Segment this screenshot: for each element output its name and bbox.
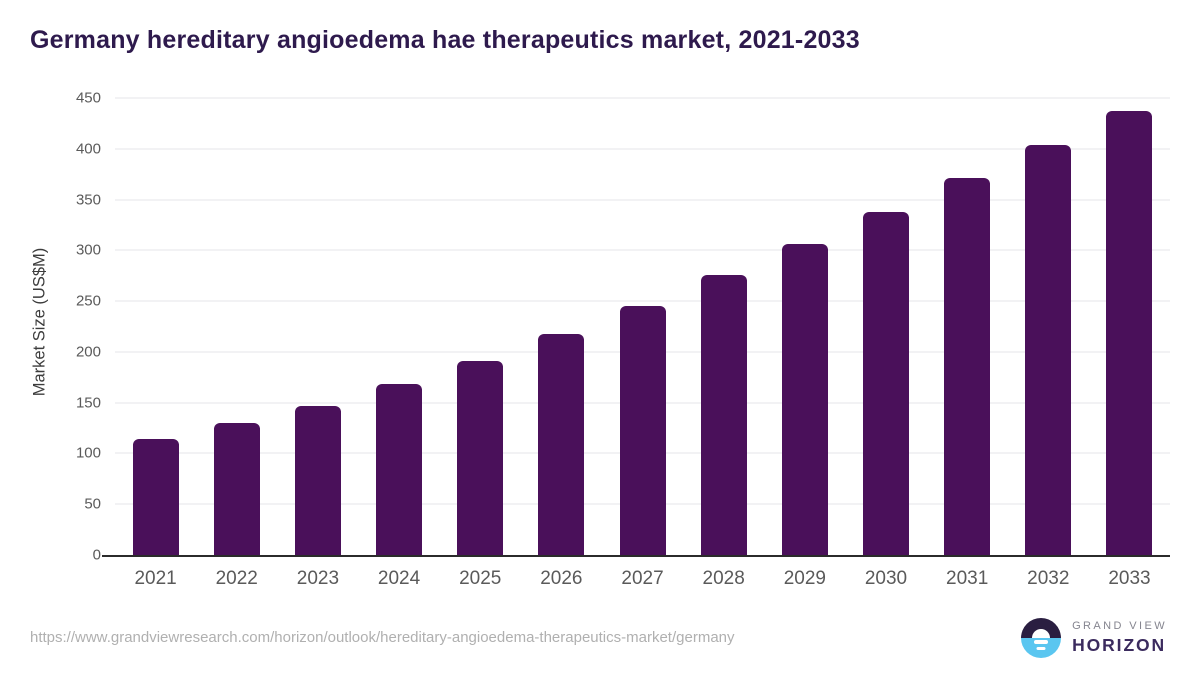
logo-text-grand-view: GRAND VIEW bbox=[1072, 620, 1167, 632]
x-axis-tick-label: 2033 bbox=[1108, 568, 1151, 589]
bar-slot: 2026 bbox=[521, 98, 602, 589]
bar-2033 bbox=[1106, 111, 1153, 555]
x-axis-tick-label: 2023 bbox=[296, 568, 340, 589]
logo-ripple-shape bbox=[1034, 640, 1049, 644]
logo-text-horizon: HORIZON bbox=[1072, 635, 1167, 655]
x-axis-tick-label: 2031 bbox=[946, 568, 989, 589]
gridline bbox=[115, 148, 1170, 150]
x-axis-tick-label: 2032 bbox=[1027, 568, 1070, 589]
bar-2021 bbox=[132, 439, 179, 555]
y-axis-tick-label: 200 bbox=[75, 343, 101, 361]
plot-area: 0 50 100 150 200 250 300 350 400 450 2021 2022 2023… bbox=[76, 91, 1170, 589]
gridline bbox=[115, 97, 1170, 99]
bar-slot: 2028 bbox=[683, 98, 764, 589]
x-axis-tick-label: 2026 bbox=[540, 568, 583, 589]
bar-slot: 2030 bbox=[845, 98, 926, 589]
y-axis-tick-label: 50 bbox=[84, 495, 101, 513]
gridline bbox=[115, 300, 1170, 302]
logo-text: GRAND VIEW HORIZON bbox=[1072, 620, 1167, 656]
grand-view-horizon-logo: GRAND VIEW HORIZON bbox=[1021, 618, 1167, 658]
gridline bbox=[115, 199, 1170, 201]
gridline bbox=[115, 249, 1170, 251]
bar-slot: 2031 bbox=[927, 98, 1008, 589]
bar-slot: 2023 bbox=[277, 98, 358, 589]
bar-2022 bbox=[213, 422, 260, 555]
x-axis-tick-label: 2030 bbox=[864, 568, 908, 589]
bar-2028 bbox=[700, 274, 747, 555]
y-axis-tick-label: 300 bbox=[75, 241, 101, 259]
y-axis-label: Market Size (US$M) bbox=[30, 247, 49, 397]
bar-2029 bbox=[781, 244, 828, 555]
x-axis-tick-label: 2027 bbox=[621, 568, 664, 589]
logo-ripple-shape bbox=[1036, 646, 1046, 650]
chart-title: Germany hereditary angioedema hae therap… bbox=[30, 26, 860, 54]
source-url: https://www.grandviewresearch.com/horizo… bbox=[30, 629, 735, 646]
bar-slot: 2025 bbox=[440, 98, 521, 589]
bar-slot: 2022 bbox=[196, 98, 277, 589]
bar-slot: 2029 bbox=[764, 98, 845, 589]
x-axis-tick-label: 2028 bbox=[702, 568, 745, 589]
y-axis-tick-label: 400 bbox=[75, 140, 101, 158]
bar-2027 bbox=[619, 306, 666, 555]
bar-2025 bbox=[457, 361, 504, 555]
x-axis-tick-label: 2022 bbox=[215, 568, 258, 589]
bar-slot: 2032 bbox=[1008, 98, 1089, 589]
y-axis-tick-label: 150 bbox=[75, 394, 101, 412]
bar-2030 bbox=[862, 211, 909, 555]
x-axis-tick-label: 2025 bbox=[459, 568, 502, 589]
bar-2032 bbox=[1025, 144, 1072, 555]
y-axis-tick-label: 100 bbox=[75, 444, 101, 462]
y-axis-tick-label: 350 bbox=[75, 191, 101, 209]
bar-2026 bbox=[538, 333, 585, 555]
bar-slot: 2021 bbox=[115, 98, 196, 589]
x-axis-tick-label: 2024 bbox=[377, 568, 421, 589]
x-axis-tick-label: 2021 bbox=[134, 568, 177, 589]
logo-sky-half bbox=[1021, 618, 1062, 638]
bars: 2021 2022 2023 2024 2025 2026 2027 2028 2029 2030… bbox=[115, 98, 1170, 589]
bar-2031 bbox=[944, 178, 991, 555]
bar-slot: 2027 bbox=[602, 98, 683, 589]
y-axis-tick-label: 0 bbox=[92, 546, 101, 564]
x-axis-tick-label: 2029 bbox=[783, 568, 826, 589]
y-axis-tick-label: 250 bbox=[75, 292, 101, 310]
sunrise-horizon-icon bbox=[1021, 618, 1062, 658]
logo-sun-shape bbox=[1032, 629, 1051, 638]
bar-2023 bbox=[294, 405, 341, 555]
bar-2024 bbox=[376, 384, 423, 555]
bar-slot: 2024 bbox=[358, 98, 439, 589]
y-axis-tick-label: 450 bbox=[75, 89, 101, 107]
bar-slot: 2033 bbox=[1089, 98, 1170, 589]
